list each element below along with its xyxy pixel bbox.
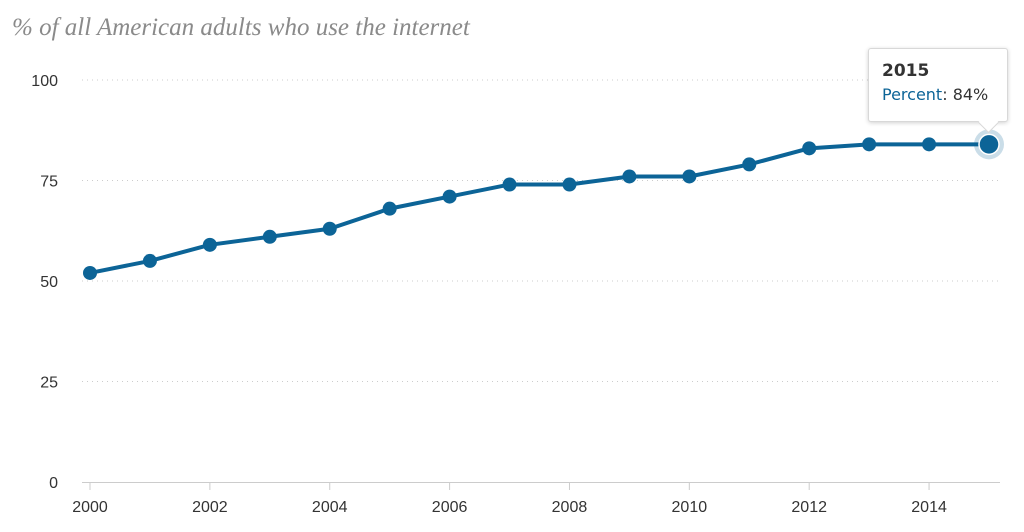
tooltip-separator: : bbox=[942, 85, 948, 104]
x-tick-label: 2000 bbox=[72, 499, 108, 516]
tooltip-value: 84% bbox=[952, 85, 989, 104]
data-point bbox=[262, 229, 277, 244]
data-point bbox=[442, 189, 457, 204]
data-tooltip: 2015 Percent: 84% bbox=[868, 48, 1008, 122]
x-tick-label: 2012 bbox=[791, 499, 827, 516]
tooltip-year: 2015 bbox=[882, 61, 930, 81]
x-tick-label: 2014 bbox=[911, 499, 947, 516]
y-tick-label: 0 bbox=[49, 475, 58, 492]
x-tick-label: 2010 bbox=[672, 499, 708, 516]
y-tick-label: 25 bbox=[40, 375, 58, 392]
x-axis-tick-labels: 2000 2002 2004 2006 2008 2010 2012 2014 bbox=[72, 499, 947, 516]
data-point bbox=[562, 177, 577, 192]
gridlines bbox=[82, 79, 1000, 382]
data-point bbox=[142, 253, 157, 268]
data-point bbox=[862, 137, 877, 152]
data-point bbox=[682, 169, 697, 184]
tooltip-series-label: Percent bbox=[882, 85, 943, 104]
data-point bbox=[742, 157, 757, 172]
data-point bbox=[83, 265, 97, 280]
highlighted-data-point bbox=[978, 133, 1000, 156]
y-axis-tick-labels: 0 25 50 75 100 bbox=[31, 73, 58, 492]
data-point bbox=[802, 141, 817, 156]
data-point bbox=[322, 221, 337, 236]
x-tick-label: 2006 bbox=[432, 499, 468, 516]
tooltip-row: Percent: 84% bbox=[882, 83, 1007, 107]
y-tick-label: 50 bbox=[40, 274, 58, 291]
x-tick-label: 2008 bbox=[552, 499, 588, 516]
series-line bbox=[88, 142, 991, 275]
y-tick-label: 100 bbox=[31, 73, 58, 90]
data-point bbox=[382, 201, 397, 216]
data-point bbox=[502, 177, 517, 192]
x-tick-label: 2004 bbox=[312, 499, 348, 516]
chart-title: % of all American adults who use the int… bbox=[12, 14, 470, 41]
data-series bbox=[83, 129, 1004, 280]
x-axis bbox=[82, 482, 1000, 490]
data-point bbox=[622, 169, 637, 184]
x-tick-label: 2002 bbox=[192, 499, 228, 516]
y-tick-label: 75 bbox=[40, 174, 58, 191]
data-point bbox=[922, 137, 937, 152]
data-point bbox=[202, 237, 217, 252]
